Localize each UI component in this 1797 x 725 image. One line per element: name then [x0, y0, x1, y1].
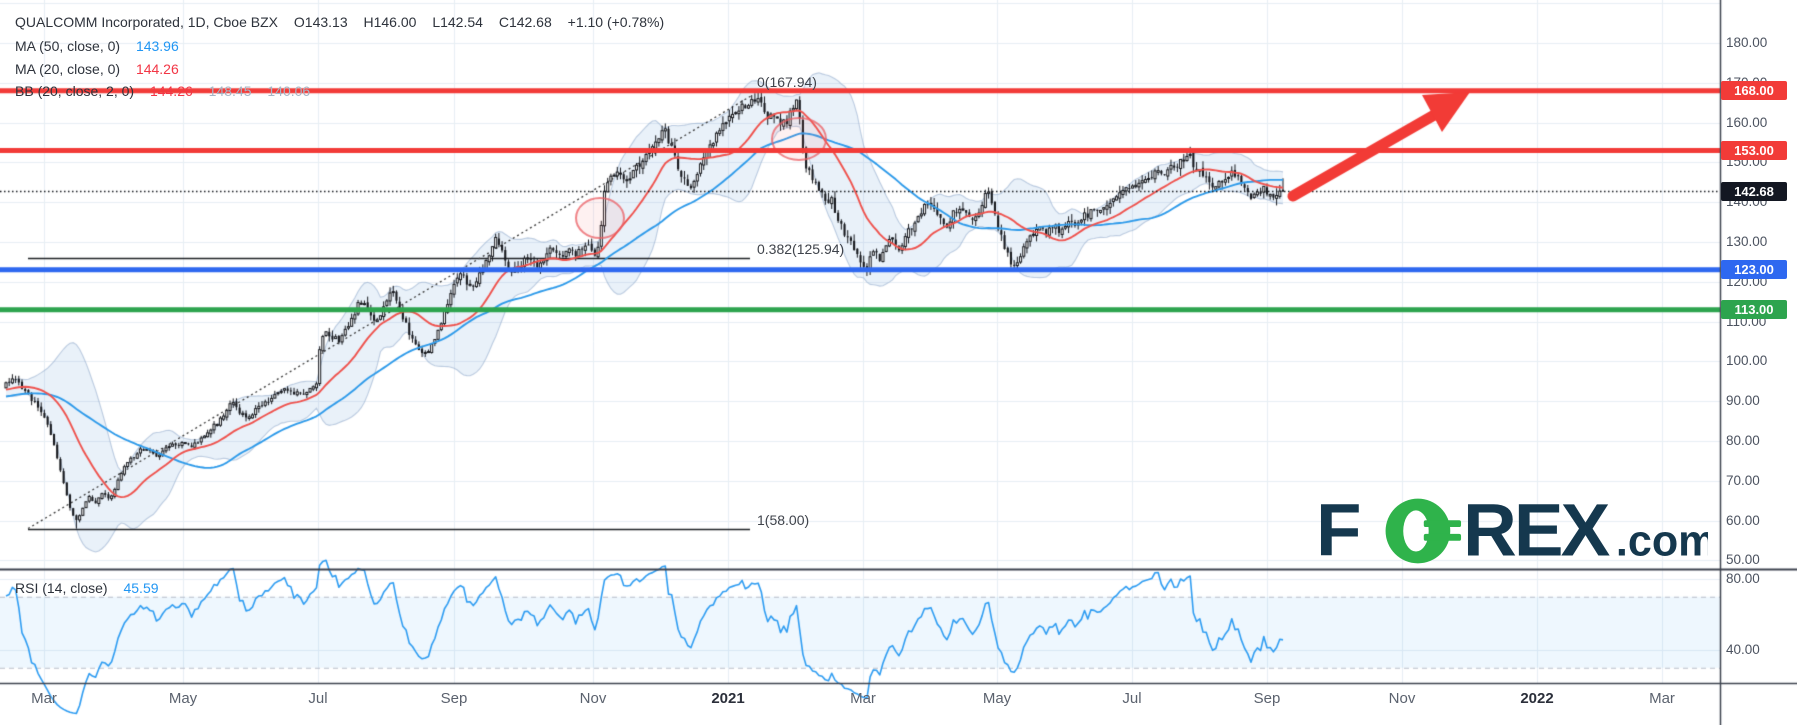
price-tick-80.00: 80.00: [1726, 433, 1760, 448]
rsi-value: 45.59: [123, 580, 159, 596]
price-tick-160.00: 160.00: [1726, 114, 1768, 130]
ma20-label: MA (20, close, 0): [15, 61, 121, 77]
logo-f: F: [1316, 494, 1359, 566]
price-tick-50.00: 50.00: [1726, 552, 1760, 568]
rsi-label: RSI (14, close): [15, 580, 108, 596]
symbol-title: QUALCOMM Incorporated, 1D, Cboe BZX: [15, 14, 278, 30]
price-tick-90.00: 90.00: [1726, 393, 1760, 409]
price-tick-100.00: 100.00: [1726, 353, 1768, 369]
time-tick-Jul: Jul: [1122, 690, 1142, 707]
fib-label-1[interactable]: 1(58.00): [757, 511, 810, 528]
time-tick-2022: 2022: [1520, 690, 1554, 707]
time-tick-Jul: Jul: [308, 690, 328, 707]
legend-symbol-row: QUALCOMM Incorporated, 1D, Cboe BZX O143…: [15, 14, 664, 30]
ma50-label: MA (50, close, 0): [15, 38, 121, 54]
legend-ma50-row: MA (50, close, 0) 143.96: [15, 38, 179, 54]
price-badge-168.00: 168.00: [1721, 81, 1787, 101]
time-tick-Mar: Mar: [850, 690, 876, 707]
logo-rex: REX: [1463, 494, 1611, 566]
price-badge-142.68: 142.68: [1721, 182, 1787, 202]
bb-upper-value: 148.45: [208, 83, 252, 99]
time-tick-Sep: Sep: [1253, 690, 1281, 707]
legend-rsi-row: RSI (14, close) 45.59: [15, 580, 159, 596]
time-tick-Nov: Nov: [1388, 690, 1416, 707]
ohlc-low: L142.54: [432, 14, 483, 30]
price-badge-153.00: 153.00: [1721, 140, 1787, 160]
forexcom-logo: F REX .com: [1316, 494, 1708, 566]
legend-bb-row: BB (20, close, 2, 0) 144.26 148.45 140.0…: [15, 83, 310, 99]
price-tick-130.00: 130.00: [1726, 234, 1768, 249]
time-tick-May: May: [982, 690, 1012, 707]
bb-basis-value: 144.26: [149, 83, 193, 99]
legend-ma20-row: MA (20, close, 0) 144.26: [15, 61, 179, 77]
time-tick-May: May: [168, 690, 198, 707]
time-tick-Mar: Mar: [1649, 690, 1675, 707]
ohlc-open: O143.13: [293, 14, 348, 30]
rsi-tick-80.00: 80.00: [1726, 571, 1760, 586]
price-tick-180.00: 180.00: [1726, 35, 1768, 50]
time-tick-Mar: Mar: [31, 690, 57, 707]
ohlc-high: H146.00: [363, 14, 417, 30]
time-tick-Sep: Sep: [440, 690, 468, 707]
fib-label-0382[interactable]: 0.382(125.94): [757, 241, 845, 258]
fib-label-0[interactable]: 0(167.94): [757, 73, 817, 90]
price-badge-113.00: 113.00: [1721, 300, 1787, 320]
price-tick-70.00: 70.00: [1726, 472, 1760, 488]
logo-tld: .com: [1616, 517, 1708, 565]
rsi-tick-40.00: 40.00: [1726, 642, 1760, 657]
bb-label: BB (20, close, 2, 0): [15, 83, 135, 99]
ohlc-close: C142.68: [498, 14, 552, 30]
ohlc-change: +1.10 (+0.78%): [567, 14, 665, 30]
time-tick-Nov: Nov: [579, 690, 607, 707]
ma20-value: 144.26: [135, 61, 179, 77]
price-badge-123.00: 123.00: [1721, 260, 1787, 280]
price-tick-60.00: 60.00: [1726, 512, 1760, 528]
time-tick-2021: 2021: [711, 690, 745, 707]
bb-lower-value: 140.06: [267, 83, 311, 99]
ma50-value: 143.96: [135, 38, 179, 54]
logo-o-icon: [1385, 498, 1462, 564]
